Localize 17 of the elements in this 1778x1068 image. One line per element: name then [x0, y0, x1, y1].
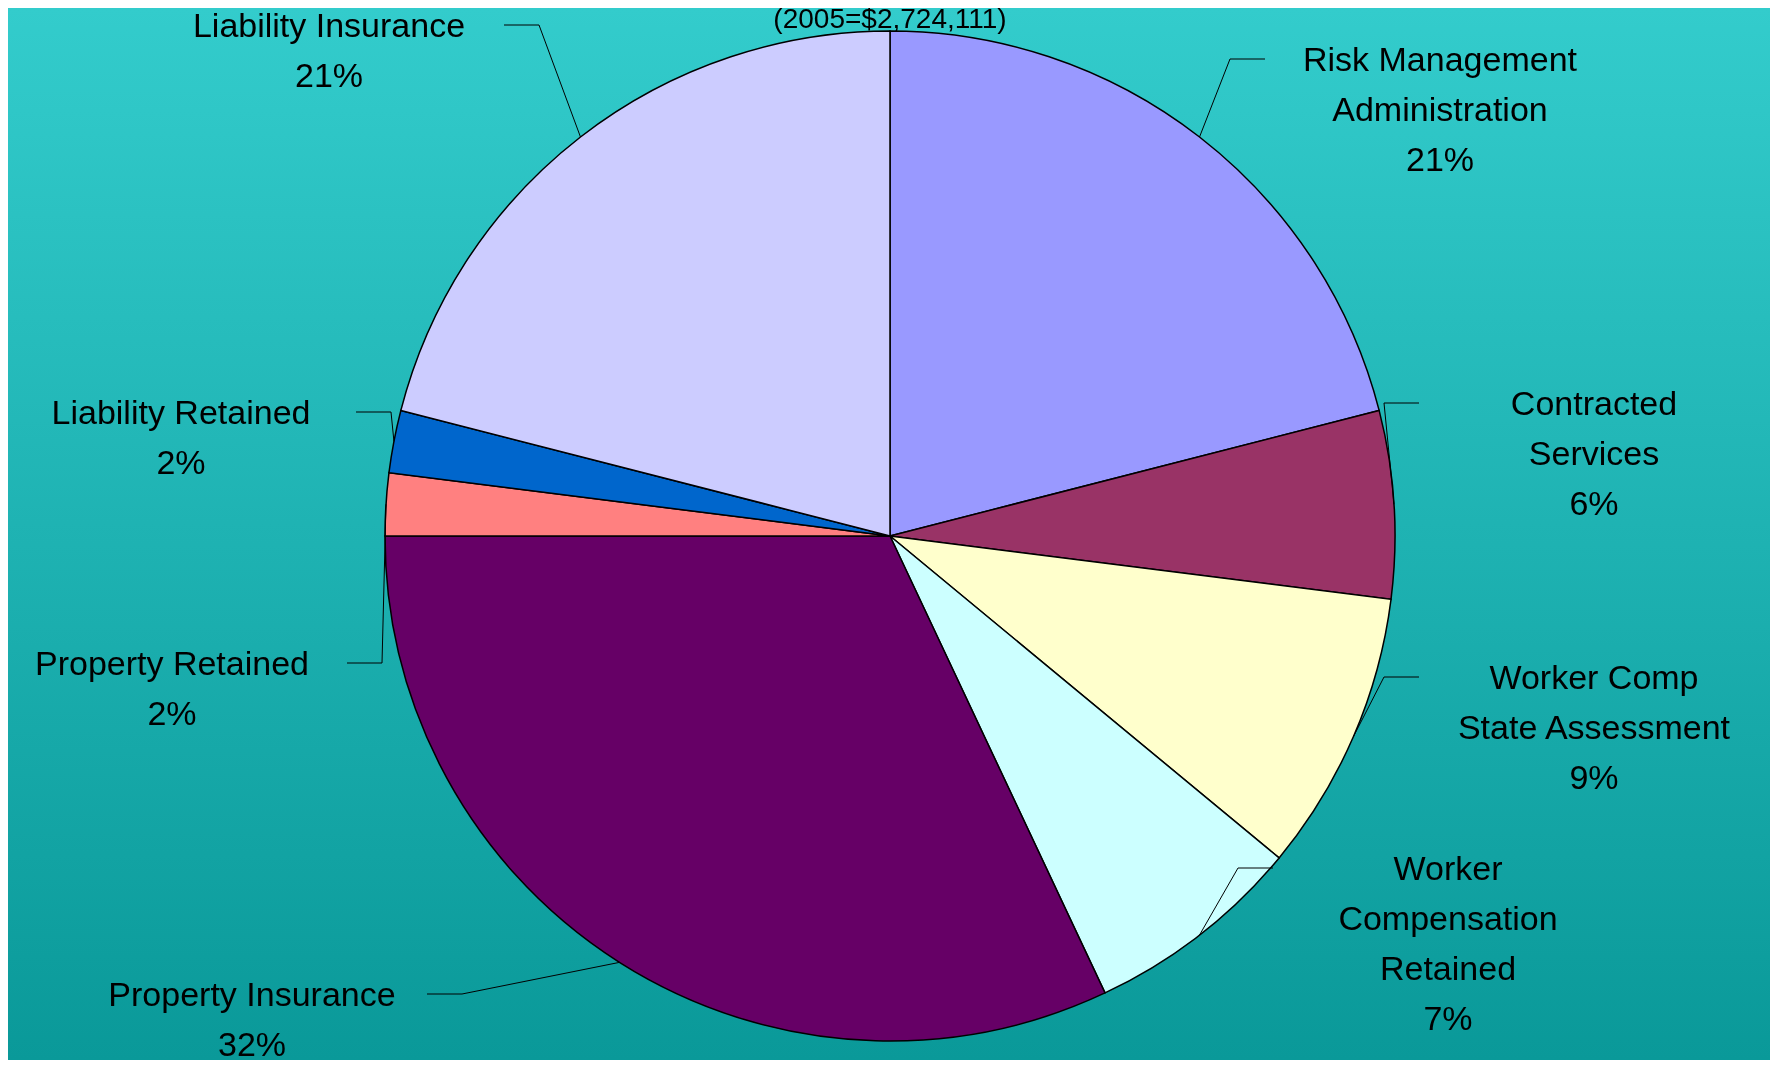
slice-label: Contracted Services [1510, 384, 1678, 472]
legend-label: Liability Retained [51, 393, 311, 431]
data-label: 21% [294, 56, 364, 94]
data-label: 32% [217, 1025, 287, 1063]
data-label: 7% [1423, 999, 1473, 1037]
data-label: 2% [156, 443, 206, 481]
slice-label: Liability Insurance [192, 6, 466, 44]
chart-subtitle: (2005=$2,724,111) [773, 3, 1007, 34]
data-label: 9% [1569, 758, 1619, 796]
slice-label: Risk Management Administration [1302, 40, 1578, 128]
slice-label: Property Retained [34, 644, 310, 682]
data-label: 6% [1569, 484, 1619, 522]
data-label: 21% [1405, 140, 1475, 178]
slice-label: Property Insurance [108, 975, 396, 1013]
slice-label: Worker Compensation Retained [1338, 849, 1558, 987]
data-label: 2% [147, 694, 197, 732]
slice-label: Worker Comp State Assessment [1457, 658, 1731, 746]
